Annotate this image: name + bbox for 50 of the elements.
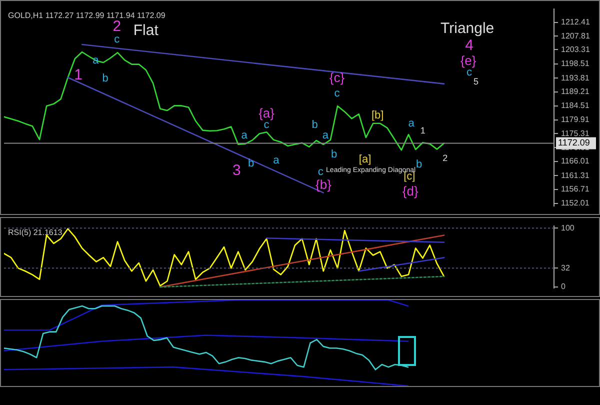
text: c bbox=[466, 66, 472, 79]
text: 4 bbox=[465, 37, 474, 54]
y-tick-label: 1161.31 bbox=[561, 170, 590, 180]
annotation: Triangle bbox=[440, 20, 494, 37]
y-tick-label: 1184.51 bbox=[561, 101, 590, 110]
y-tick-label: 1203.31 bbox=[561, 44, 590, 54]
annotation: 2 bbox=[442, 153, 448, 164]
annotation: {a} bbox=[258, 105, 276, 120]
y-tick-label: 1193.81 bbox=[561, 73, 590, 82]
annotation: {b} bbox=[316, 176, 332, 192]
y-tick-label: 1198.51 bbox=[561, 59, 590, 68]
annotation: c bbox=[264, 119, 270, 132]
y-tick-label: 1179.91 bbox=[561, 114, 590, 124]
ref-line-label: 1172.09 bbox=[558, 138, 590, 148]
y-tick-label: 1207.81 bbox=[561, 31, 590, 40]
y-tick-label: 1166.01 bbox=[561, 156, 590, 166]
annotation: {c} bbox=[329, 70, 346, 85]
annotation: b bbox=[331, 148, 338, 161]
y-tick-label: 1175.31 bbox=[561, 128, 590, 138]
annotation: a bbox=[322, 130, 330, 142]
text: {e} bbox=[460, 52, 477, 68]
annotation: Flat bbox=[133, 22, 160, 39]
annotation: b bbox=[416, 158, 422, 170]
text: 5 bbox=[474, 76, 479, 87]
annotation: c bbox=[334, 88, 340, 100]
annotation: [c] bbox=[404, 170, 416, 183]
chart-title: GOLD,H1 1172.27 1172.99 1171.94 1172.09 bbox=[8, 11, 166, 20]
annotation: 1 bbox=[74, 66, 82, 84]
annotation: 2 bbox=[112, 18, 122, 36]
annotation: b bbox=[102, 72, 108, 84]
annotation: a bbox=[408, 117, 416, 130]
y-tick-label: 1156.71 bbox=[561, 184, 590, 194]
y-tick-label: 1152.01 bbox=[561, 198, 590, 208]
y-tick-label: 100 bbox=[561, 223, 575, 232]
annotation: a bbox=[241, 130, 248, 142]
annotation: 3 bbox=[232, 162, 241, 180]
annotation: c bbox=[114, 33, 120, 46]
y-tick-label: 0 bbox=[561, 282, 566, 292]
annotation: b bbox=[248, 157, 254, 170]
annotation: c bbox=[318, 166, 324, 178]
y-tick-label: 1212.41 bbox=[561, 17, 590, 26]
y-tick-label: 32 bbox=[561, 263, 570, 272]
annotation: [b] bbox=[371, 110, 384, 122]
annotation: [a] bbox=[358, 154, 372, 166]
annotation: 1 bbox=[420, 125, 426, 136]
annotation: a bbox=[273, 154, 280, 166]
chart-title: RSI(5) 21.1613 bbox=[8, 228, 63, 238]
annotation: {d} bbox=[402, 183, 419, 198]
y-tick-label: 1189.21 bbox=[561, 87, 590, 96]
annotation: b bbox=[312, 119, 318, 132]
